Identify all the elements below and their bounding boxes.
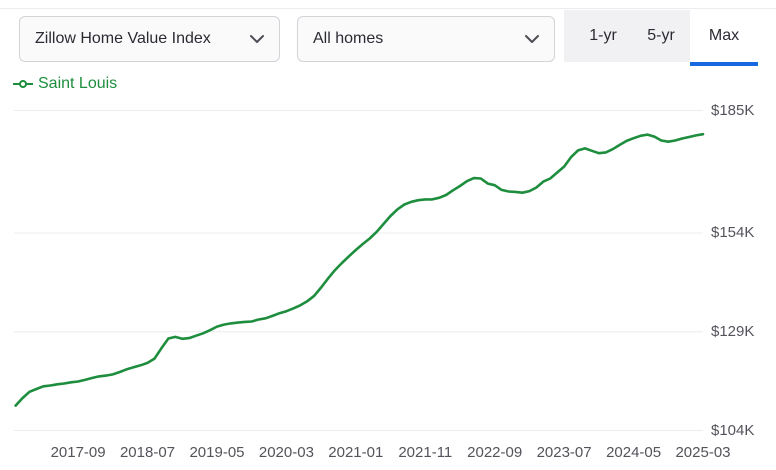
series-line-saint-louis: [14, 132, 705, 407]
x-axis-label: 2019-05: [189, 444, 245, 461]
x-axis-label: 2021-11: [398, 444, 453, 461]
home-type-select[interactable]: All homes: [297, 16, 555, 62]
time-range-tabs: 1-yr 5-yr Max: [564, 10, 758, 66]
x-axis-label: 2025-03: [675, 444, 731, 461]
top-divider: [0, 8, 776, 9]
tab-1yr[interactable]: 1-yr: [589, 27, 617, 44]
x-axis-label: 2017-09: [50, 444, 106, 461]
x-axis-label: 2021-01: [328, 444, 384, 461]
y-axis-label: $185K: [711, 101, 755, 119]
tab-max[interactable]: Max: [690, 10, 758, 66]
home-type-select-value: All homes: [313, 30, 384, 47]
metric-select-value: Zillow Home Value Index: [35, 30, 211, 47]
x-axis-label: 2018-07: [119, 444, 176, 461]
legend-label: Saint Louis: [38, 75, 118, 92]
x-axis-label: 2020-03: [258, 444, 314, 461]
x-axis-label: 2023-07: [536, 444, 592, 461]
tab-5yr[interactable]: 5-yr: [647, 27, 675, 44]
chevron-down-icon: [250, 35, 264, 43]
chevron-down-icon: [525, 35, 539, 43]
metric-select[interactable]: Zillow Home Value Index: [19, 16, 280, 62]
line-series-marker-icon: [13, 80, 33, 88]
legend-item-saint-louis[interactable]: Saint Louis: [13, 75, 117, 93]
y-axis-label: $129K: [711, 322, 755, 340]
x-axis-label: 2022-09: [467, 444, 523, 461]
y-axis-label: $154K: [711, 223, 755, 241]
x-axis-label: 2024-05: [606, 444, 662, 461]
y-axis-label: $104K: [711, 421, 755, 439]
